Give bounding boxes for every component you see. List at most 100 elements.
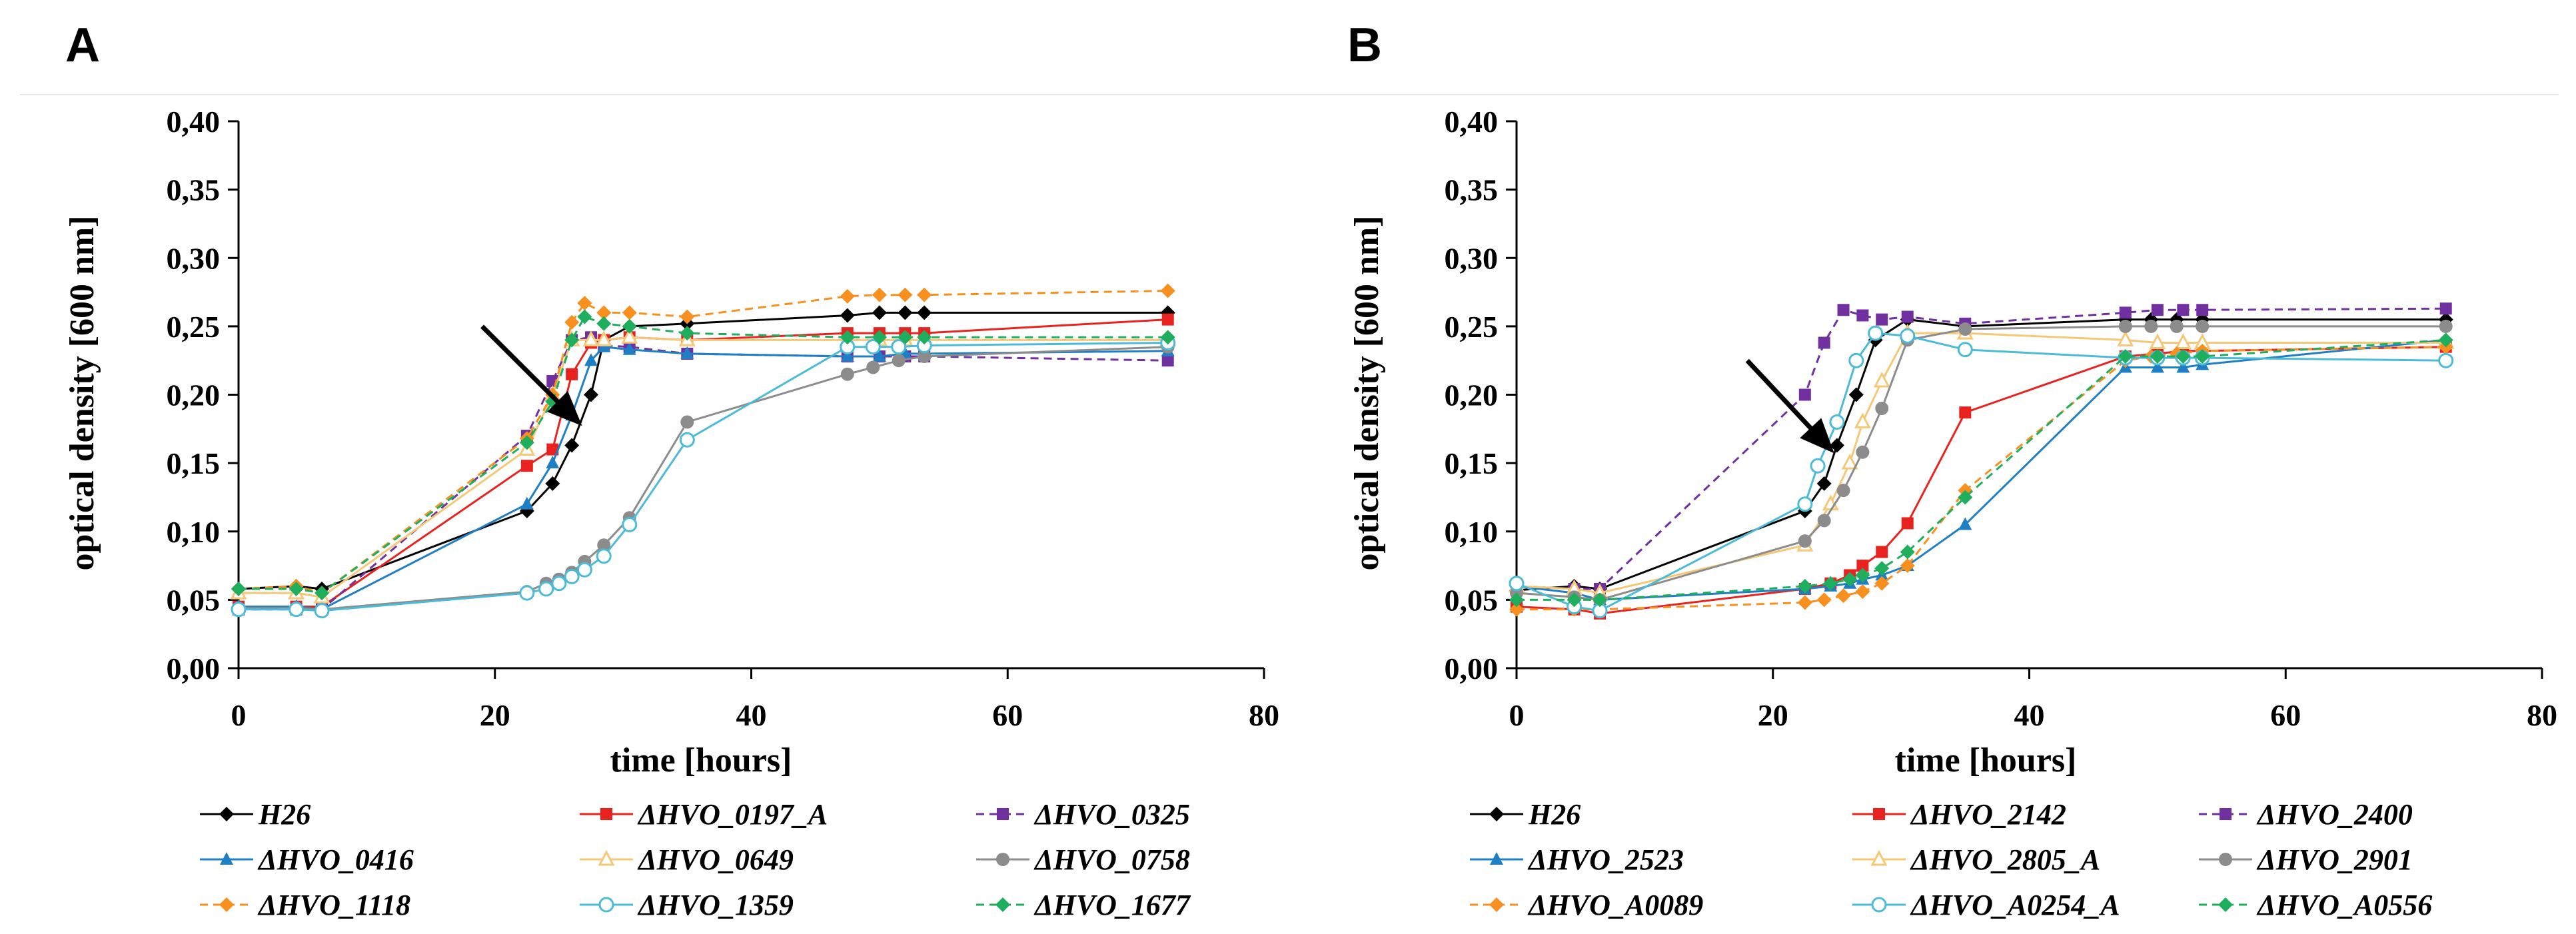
data-point xyxy=(622,305,637,320)
data-point xyxy=(898,330,913,345)
data-point xyxy=(1876,546,1888,558)
series-line xyxy=(1516,332,2446,594)
data-point xyxy=(680,309,695,324)
data-point xyxy=(872,330,887,345)
legend-label: ΔHVO_0416 xyxy=(257,843,414,876)
data-point xyxy=(1901,310,1914,323)
y-tick-label: 0,05 xyxy=(1445,583,1499,617)
legend-label: ΔHVO_A0254_A xyxy=(1910,889,2120,921)
data-point xyxy=(680,346,694,359)
data-point xyxy=(621,328,638,344)
series-line xyxy=(1516,332,2446,612)
legend-marker xyxy=(2218,897,2233,912)
data-point xyxy=(546,443,559,456)
annotations-a xyxy=(480,324,582,426)
data-point xyxy=(1957,342,1973,358)
data-point xyxy=(596,548,612,564)
series-line xyxy=(239,318,1168,608)
data-point xyxy=(577,309,592,324)
data-point xyxy=(680,326,695,341)
data-point xyxy=(1829,414,1845,430)
data-point xyxy=(1958,490,1973,505)
data-point xyxy=(1848,387,1864,402)
y-tick-label: 0,10 xyxy=(167,515,221,549)
data-point xyxy=(1823,576,1838,591)
series-line xyxy=(1516,338,2446,601)
x-tick-label: 0 xyxy=(1509,698,1525,732)
data-point xyxy=(1816,592,1832,608)
x-tick-label: 20 xyxy=(1758,698,1788,732)
data-point xyxy=(1901,517,1914,530)
data-point xyxy=(1958,322,1972,336)
x-tick-label: 60 xyxy=(2270,698,2301,732)
data-point xyxy=(1567,592,1582,608)
x-tick-label: 80 xyxy=(2527,698,2557,732)
data-point xyxy=(596,305,612,320)
y-tick-label: 0,05 xyxy=(167,583,221,617)
data-point xyxy=(576,562,592,578)
data-point xyxy=(2439,302,2452,315)
data-point xyxy=(1874,576,1890,591)
data-point xyxy=(1856,445,1870,459)
legend-marker xyxy=(995,897,1010,912)
series-layer-b xyxy=(1508,302,2455,620)
data-point xyxy=(1509,592,1524,608)
y-axis-title-b: optical density [600 nm] xyxy=(1348,216,1386,571)
legend-label: ΔHVO_A0556 xyxy=(2256,889,2432,921)
data-point xyxy=(866,360,880,374)
data-point xyxy=(1900,558,1915,574)
data-point xyxy=(2439,319,2453,333)
data-point xyxy=(596,316,612,331)
arrow-head xyxy=(1800,418,1834,454)
legend-marker xyxy=(1489,897,1504,912)
legend-label: ΔHVO_0325 xyxy=(1033,798,1190,831)
legend-label: ΔHVO_2142 xyxy=(1910,798,2066,831)
data-point xyxy=(1875,402,1889,416)
data-point xyxy=(1900,328,1916,344)
y-tick-label: 0,15 xyxy=(167,446,221,480)
series-ΔHVO_0758 xyxy=(232,340,1175,616)
legend-marker xyxy=(1871,897,1887,913)
data-point xyxy=(1868,325,1884,341)
data-point xyxy=(1958,517,1972,530)
y-tick-label: 0,20 xyxy=(1445,378,1499,412)
y-tick-label: 0,25 xyxy=(1445,310,1499,344)
series-line xyxy=(1516,346,2446,615)
series-line xyxy=(239,346,1168,611)
data-point xyxy=(1855,568,1870,583)
data-point xyxy=(2438,332,2453,348)
data-point xyxy=(564,438,580,453)
legend-entry: ΔHVO_A0556 xyxy=(2199,889,2432,921)
data-point xyxy=(917,330,932,345)
y-axis-title-a: optical density [600 nm] xyxy=(63,216,101,571)
legend-b: H26 ΔHVO_2142 ΔHVO_2400 ΔHVO_2523 ΔHVO_2805_… xyxy=(1470,798,2432,921)
series-line xyxy=(1517,346,2446,611)
x-tick-label: 0 xyxy=(231,698,247,732)
series-layer-a xyxy=(230,283,1177,619)
series-ΔHVO_2901 xyxy=(1510,319,2453,607)
series-line xyxy=(239,346,1168,611)
data-point xyxy=(1856,560,1869,572)
y-tick-label: 0,30 xyxy=(1445,241,1499,275)
data-point xyxy=(231,602,247,618)
legend-marker xyxy=(1870,849,1888,866)
data-point xyxy=(546,456,560,469)
legend-marker xyxy=(598,849,615,866)
series-ΔHVO_1359 xyxy=(231,335,1176,619)
legend-entry: ΔHVO_0649 xyxy=(580,843,794,876)
data-point xyxy=(1855,584,1870,600)
data-point xyxy=(2177,304,2190,316)
legend-label: ΔHVO_2901 xyxy=(2256,843,2413,876)
data-point xyxy=(2196,319,2210,333)
data-point xyxy=(564,568,580,584)
data-point xyxy=(520,460,533,472)
data-point xyxy=(2144,319,2158,333)
data-point xyxy=(2174,333,2192,350)
data-point xyxy=(1161,354,1174,367)
series-ΔHVO_1118 xyxy=(231,283,1175,601)
y-tick-label: 0,15 xyxy=(1445,446,1499,480)
data-point xyxy=(1593,592,1608,608)
data-point xyxy=(2151,304,2164,316)
y-tick-label: 0,00 xyxy=(1445,652,1499,686)
legend-a: H26 ΔHVO_0197_A ΔHVO_0325 ΔHVO_0416 ΔHVO_064… xyxy=(200,798,1191,921)
